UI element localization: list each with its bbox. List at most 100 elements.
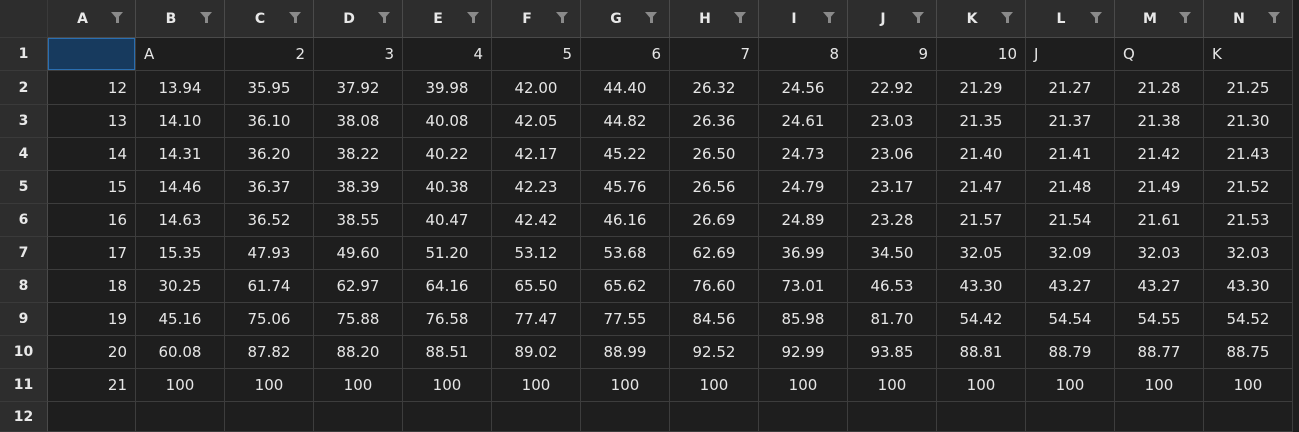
- cell-l11[interactable]: 100: [1026, 369, 1115, 402]
- cell-i6[interactable]: 24.89: [759, 204, 848, 237]
- cell-f6[interactable]: 42.42: [492, 204, 581, 237]
- cell-j6[interactable]: 23.28: [848, 204, 937, 237]
- cell-k10[interactable]: 88.81: [937, 336, 1026, 369]
- cell-n3[interactable]: 21.30: [1204, 105, 1293, 138]
- cell-m10[interactable]: 88.77: [1115, 336, 1204, 369]
- cell-j2[interactable]: 22.92: [848, 71, 937, 105]
- cell-k1[interactable]: 10: [937, 38, 1026, 71]
- cell-c2[interactable]: 35.95: [225, 71, 314, 105]
- cell-h2[interactable]: 26.32: [670, 71, 759, 105]
- cell-f10[interactable]: 89.02: [492, 336, 581, 369]
- cell-n1[interactable]: K: [1204, 38, 1293, 71]
- cell-a3[interactable]: 13: [48, 105, 136, 138]
- filter-icon[interactable]: [912, 12, 924, 23]
- cell-b7[interactable]: 15.35: [136, 237, 225, 270]
- column-header-n[interactable]: N: [1204, 0, 1293, 38]
- cell-l3[interactable]: 21.37: [1026, 105, 1115, 138]
- cell-f9[interactable]: 77.47: [492, 303, 581, 336]
- row-header-9[interactable]: 9: [0, 303, 48, 336]
- cell-d9[interactable]: 75.88: [314, 303, 403, 336]
- cell-m2[interactable]: 21.28: [1115, 71, 1204, 105]
- cell-k7[interactable]: 32.05: [937, 237, 1026, 270]
- row-header-7[interactable]: 7: [0, 237, 48, 270]
- cell-n5[interactable]: 21.52: [1204, 171, 1293, 204]
- cell-n6[interactable]: 21.53: [1204, 204, 1293, 237]
- cell-h7[interactable]: 62.69: [670, 237, 759, 270]
- cell-h10[interactable]: 92.52: [670, 336, 759, 369]
- cell-k3[interactable]: 21.35: [937, 105, 1026, 138]
- cell-n7[interactable]: 32.03: [1204, 237, 1293, 270]
- column-header-j[interactable]: J: [848, 0, 937, 38]
- cell-a4[interactable]: 14: [48, 138, 136, 171]
- cell-b3[interactable]: 14.10: [136, 105, 225, 138]
- filter-icon[interactable]: [1001, 12, 1013, 23]
- cell-j7[interactable]: 34.50: [848, 237, 937, 270]
- column-header-e[interactable]: E: [403, 0, 492, 38]
- cell-l7[interactable]: 32.09: [1026, 237, 1115, 270]
- cell-f5[interactable]: 42.23: [492, 171, 581, 204]
- cell-a10[interactable]: 20: [48, 336, 136, 369]
- cell-c12[interactable]: [225, 402, 314, 432]
- cell-e5[interactable]: 40.38: [403, 171, 492, 204]
- cell-j3[interactable]: 23.03: [848, 105, 937, 138]
- cell-d3[interactable]: 38.08: [314, 105, 403, 138]
- filter-icon[interactable]: [289, 12, 301, 23]
- cell-m6[interactable]: 21.61: [1115, 204, 1204, 237]
- cell-b11[interactable]: 100: [136, 369, 225, 402]
- cell-c11[interactable]: 100: [225, 369, 314, 402]
- cell-e12[interactable]: [403, 402, 492, 432]
- column-header-f[interactable]: F: [492, 0, 581, 38]
- column-header-i[interactable]: I: [759, 0, 848, 38]
- row-header-6[interactable]: 6: [0, 204, 48, 237]
- cell-g10[interactable]: 88.99: [581, 336, 670, 369]
- cell-e1[interactable]: 4: [403, 38, 492, 71]
- cell-m8[interactable]: 43.27: [1115, 270, 1204, 303]
- cell-m9[interactable]: 54.55: [1115, 303, 1204, 336]
- cell-i12[interactable]: [759, 402, 848, 432]
- cell-m4[interactable]: 21.42: [1115, 138, 1204, 171]
- row-header-12[interactable]: 12: [0, 402, 48, 432]
- cell-n12[interactable]: [1204, 402, 1293, 432]
- cell-b6[interactable]: 14.63: [136, 204, 225, 237]
- cell-f1[interactable]: 5: [492, 38, 581, 71]
- column-header-c[interactable]: C: [225, 0, 314, 38]
- row-header-11[interactable]: 11: [0, 369, 48, 402]
- cell-l5[interactable]: 21.48: [1026, 171, 1115, 204]
- cell-d7[interactable]: 49.60: [314, 237, 403, 270]
- cell-e3[interactable]: 40.08: [403, 105, 492, 138]
- cell-f12[interactable]: [492, 402, 581, 432]
- cell-i9[interactable]: 85.98: [759, 303, 848, 336]
- cell-c1[interactable]: 2: [225, 38, 314, 71]
- cell-e6[interactable]: 40.47: [403, 204, 492, 237]
- cell-c3[interactable]: 36.10: [225, 105, 314, 138]
- cell-i3[interactable]: 24.61: [759, 105, 848, 138]
- cell-l2[interactable]: 21.27: [1026, 71, 1115, 105]
- cell-h9[interactable]: 84.56: [670, 303, 759, 336]
- cell-a2[interactable]: 12: [48, 71, 136, 105]
- cell-b2[interactable]: 13.94: [136, 71, 225, 105]
- column-header-k[interactable]: K: [937, 0, 1026, 38]
- cell-g6[interactable]: 46.16: [581, 204, 670, 237]
- cell-c4[interactable]: 36.20: [225, 138, 314, 171]
- cell-f4[interactable]: 42.17: [492, 138, 581, 171]
- cell-m12[interactable]: [1115, 402, 1204, 432]
- row-header-4[interactable]: 4: [0, 138, 48, 171]
- cell-e9[interactable]: 76.58: [403, 303, 492, 336]
- cell-c6[interactable]: 36.52: [225, 204, 314, 237]
- cell-m7[interactable]: 32.03: [1115, 237, 1204, 270]
- cell-d4[interactable]: 38.22: [314, 138, 403, 171]
- row-header-3[interactable]: 3: [0, 105, 48, 138]
- filter-icon[interactable]: [1179, 12, 1191, 23]
- cell-b12[interactable]: [136, 402, 225, 432]
- cell-d11[interactable]: 100: [314, 369, 403, 402]
- cell-i5[interactable]: 24.79: [759, 171, 848, 204]
- cell-m1[interactable]: Q: [1115, 38, 1204, 71]
- cell-a11[interactable]: 21: [48, 369, 136, 402]
- filter-icon[interactable]: [1090, 12, 1102, 23]
- cell-n2[interactable]: 21.25: [1204, 71, 1293, 105]
- cell-h6[interactable]: 26.69: [670, 204, 759, 237]
- cell-g12[interactable]: [581, 402, 670, 432]
- cell-j11[interactable]: 100: [848, 369, 937, 402]
- cell-c7[interactable]: 47.93: [225, 237, 314, 270]
- cell-j10[interactable]: 93.85: [848, 336, 937, 369]
